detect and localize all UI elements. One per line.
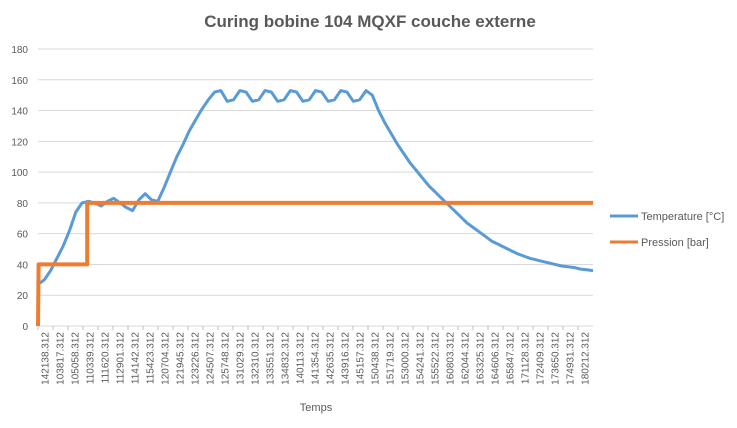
y-tick-label: 120 xyxy=(11,137,28,148)
x-tick-labels: 142138.312 103817.312 105058.312 110339.312… xyxy=(37,326,592,385)
x-tick-label: 173650.312 xyxy=(551,332,562,385)
chart-title: Curing bobine 104 MQXF couche externe xyxy=(204,12,536,31)
x-tick-label: 163325.312 xyxy=(476,332,487,385)
y-tick-label: 20 xyxy=(17,291,29,302)
y-tick-label: 160 xyxy=(11,76,28,87)
x-tick-label: 145157.312 xyxy=(356,332,367,385)
x-tick-label: 103817.312 xyxy=(56,332,67,385)
x-axis-label: Temps xyxy=(300,402,333,414)
x-tick-label: 125748.312 xyxy=(221,332,232,385)
legend-label: Pression [bar] xyxy=(641,237,709,249)
x-tick-label: 105058.312 xyxy=(71,332,82,385)
x-tick-label: 160803.312 xyxy=(446,332,457,385)
y-tick-label: 0 xyxy=(22,322,28,333)
y-tick-label: 80 xyxy=(17,199,29,210)
x-tick-label: 131029.312 xyxy=(236,332,247,385)
x-tick-label: 164606.312 xyxy=(491,332,502,385)
x-tick-label: 155522.312 xyxy=(431,332,442,385)
x-tick-label: 120704.312 xyxy=(161,332,172,385)
x-tick-label: 142138.312 xyxy=(41,332,52,385)
x-tick-label: 165847.312 xyxy=(506,332,517,385)
x-tick-label: 172409.312 xyxy=(536,332,547,385)
x-tick-label: 140113.312 xyxy=(296,332,307,385)
x-tick-label: 141354.312 xyxy=(311,332,322,385)
x-tick-label: 123226.312 xyxy=(191,332,202,385)
y-tick-label: 100 xyxy=(11,168,28,179)
y-tick-labels: 0 20 40 60 80 100 120 140 160 180 xyxy=(11,45,28,333)
x-tick-label: 171128.312 xyxy=(521,332,532,385)
series-line-1 xyxy=(36,200,593,327)
x-tick-label: 174931.312 xyxy=(566,332,577,385)
x-tick-label: 153000.312 xyxy=(401,332,412,385)
legend-label: Temperature [°C] xyxy=(641,211,724,223)
x-tick-label: 150438.312 xyxy=(371,332,382,385)
x-tick-label: 143916.312 xyxy=(341,332,352,385)
x-tick-label: 134832.312 xyxy=(281,332,292,385)
series-lines xyxy=(36,89,594,327)
x-tick-label: 133551.312 xyxy=(266,332,277,385)
y-tick-label: 60 xyxy=(17,230,29,241)
x-tick-label: 114142.312 xyxy=(131,332,142,385)
y-tick-label: 180 xyxy=(11,45,28,56)
legend: Temperature [°C] Pression [bar] xyxy=(610,211,724,249)
y-tick-label: 140 xyxy=(11,107,28,118)
x-tick-label: 110339.312 xyxy=(86,332,97,385)
x-tick-label: 121945.312 xyxy=(176,332,187,385)
x-tick-label: 111620.312 xyxy=(101,332,112,384)
x-tick-label: 124507.312 xyxy=(206,332,217,385)
x-tick-label: 162044.312 xyxy=(461,332,472,385)
x-tick-label: 142635.312 xyxy=(326,332,337,385)
x-tick-label: 180212.312 xyxy=(581,332,592,385)
x-tick-label: 154241.312 xyxy=(416,332,427,385)
x-tick-label: 112901.312 xyxy=(116,332,127,385)
x-tick-label: 115423.312 xyxy=(146,332,157,385)
y-tick-label: 40 xyxy=(17,260,29,271)
x-tick-label: 132310.312 xyxy=(251,332,262,385)
series-line-0 xyxy=(37,89,594,286)
x-tick-label: 151719.312 xyxy=(386,332,397,385)
